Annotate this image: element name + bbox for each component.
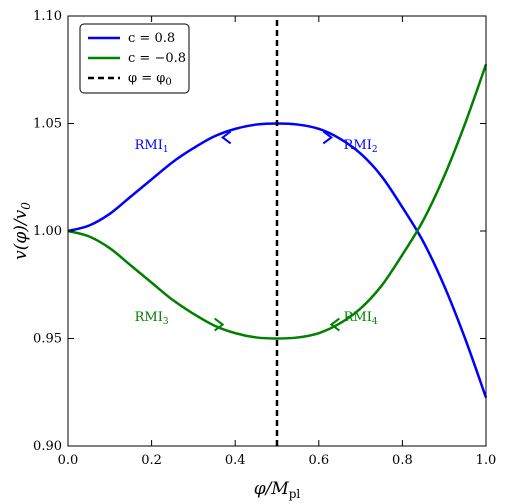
- x-tick-label: 0.6: [308, 453, 329, 468]
- annotation-main: RMI: [135, 138, 163, 153]
- annotation-sub: 1: [163, 145, 169, 155]
- annotation-rmi4: RMI4: [344, 310, 378, 327]
- annotation-main: RMI: [344, 138, 372, 153]
- annotation-main: RMI: [344, 310, 372, 325]
- flow-arrow: [329, 317, 340, 332]
- series-line-1: [67, 63, 488, 340]
- x-axis-label-main: φ/M: [254, 479, 290, 499]
- legend-label-dashed-sub: 0: [165, 77, 171, 88]
- flow-arrow: [322, 130, 334, 145]
- y-axis-label-sub: 0: [19, 202, 33, 210]
- legend-label-dashed-main: φ = φ: [128, 71, 165, 86]
- annotation-rmi1: RMI1: [135, 138, 169, 155]
- annotation-rmi3: RMI3: [135, 310, 169, 327]
- legend: c = 0.8 c = −0.8 φ = φ0: [79, 23, 190, 94]
- y-axis-label: v(φ)/v0: [11, 202, 33, 260]
- y-tick-label: 0.90: [33, 439, 62, 454]
- axis-ticks: 0.0 0.2 0.4 0.6 0.8 1.0 0.90 0.95 1.00 1.05 1.10: [33, 9, 496, 468]
- x-tick-label: 0.4: [225, 453, 246, 468]
- flow-arrow: [220, 130, 232, 145]
- x-tick-label: 0.0: [58, 453, 79, 468]
- annotation-rmi2: RMI2: [344, 138, 378, 155]
- legend-label-blue: c = 0.8: [128, 31, 175, 46]
- legend-label-green: c = −0.8: [128, 51, 186, 66]
- flow-arrow: [214, 317, 225, 332]
- y-tick-label: 1.05: [33, 117, 62, 132]
- y-tick-label: 1.10: [33, 9, 62, 24]
- legend-box: [79, 23, 190, 94]
- annotation-main: RMI: [135, 310, 163, 325]
- annotation-sub: 3: [163, 317, 169, 327]
- y-axis-label-main: v(φ)/v: [11, 209, 31, 259]
- x-tick-label: 0.8: [392, 453, 413, 468]
- x-axis-label-sub: pl: [289, 487, 301, 501]
- y-tick-label: 0.95: [33, 332, 62, 347]
- y-tick-label: 1.00: [33, 224, 62, 239]
- x-tick-label: 1.0: [476, 453, 497, 468]
- annotation-sub: 2: [372, 145, 378, 155]
- x-axis-label: φ/Mpl: [254, 479, 301, 501]
- annotation-sub: 4: [372, 317, 378, 327]
- x-tick-label: 0.2: [141, 453, 162, 468]
- legend-label-dashed: φ = φ0: [128, 71, 172, 88]
